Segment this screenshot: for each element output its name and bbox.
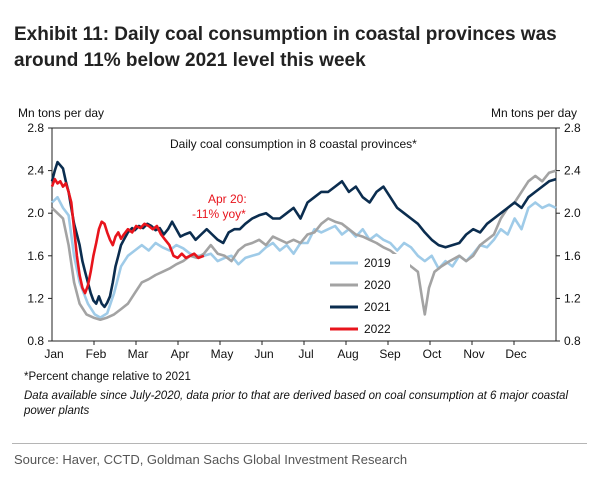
exhibit-title: Exhibit 11: Daily coal consumption in co…: [14, 22, 589, 74]
month-tick-label: Mar: [128, 347, 149, 361]
title-line-1: Exhibit 11: Daily coal consumption in co…: [14, 24, 557, 45]
coal-consumption-chart: 0.8 0.8 1.2 1.2 1.6 1.6 2.0 2.0 2.4 2.4 2.8 2.8 Jan F…: [27, 121, 581, 361]
left-tick-label: 2.8: [27, 121, 44, 135]
percent-note: *Percent change relative to 2021: [24, 371, 191, 383]
month-tick-label: Sep: [379, 347, 401, 361]
legend-backdrop: [328, 320, 410, 336]
right-tick-label: 1.2: [564, 291, 581, 305]
left-tick-label: 1.2: [27, 291, 44, 305]
right-axis-unit: Mn tons per day: [490, 106, 577, 120]
series-line-2021: [50, 160, 557, 309]
right-tick-label: 0.8: [564, 334, 581, 348]
left-tick-label: 0.8: [27, 334, 44, 348]
annotation-line-1: Apr 20:: [208, 192, 247, 206]
month-tick-label: Oct: [423, 347, 442, 361]
series-line-2019: [51, 195, 557, 319]
legend-label-2022: 2022: [364, 322, 391, 336]
legend-backdrop: [328, 276, 410, 292]
left-tick-label: 1.6: [27, 249, 44, 263]
chart-inner-title: Daily coal consumption in 8 coastal prov…: [170, 137, 417, 151]
legend-label-2021: 2021: [364, 300, 391, 314]
month-tick-label: Apr: [171, 347, 190, 361]
legend-label-2020: 2020: [364, 278, 391, 292]
series-line-2022: [50, 177, 205, 295]
right-tick-label: 2.8: [564, 121, 581, 135]
title-line-2: around 11% below 2021 level this week: [14, 50, 366, 71]
right-tick-label: 2.4: [564, 164, 581, 178]
right-tick-label: 1.6: [564, 249, 581, 263]
left-tick-label: 2.4: [27, 164, 44, 178]
data-availability-note: Data available since July-2020, data pri…: [24, 390, 569, 417]
month-tick-label: Jul: [298, 347, 313, 361]
month-tick-label: Nov: [463, 347, 484, 361]
legend-backdrop: [328, 298, 410, 314]
month-tick-label: May: [211, 347, 234, 361]
month-tick-label: Dec: [505, 347, 526, 361]
left-axis-unit: Mn tons per day: [18, 106, 105, 120]
annotation-line-2: -11% yoy*: [192, 207, 246, 221]
left-tick-label: 2.0: [27, 206, 44, 220]
footer-divider: [12, 443, 587, 444]
month-tick-label: Jun: [254, 347, 273, 361]
month-tick-label: Aug: [337, 347, 358, 361]
month-tick-label: Jan: [44, 347, 63, 361]
legend-backdrop: [328, 254, 410, 270]
series-line-2020: [51, 169, 557, 321]
legend-label-2019: 2019: [364, 256, 391, 270]
source-line: Source: Haver, CCTD, Goldman Sachs Globa…: [14, 452, 408, 467]
month-tick-label: Feb: [86, 347, 107, 361]
right-tick-label: 2.0: [564, 206, 581, 220]
